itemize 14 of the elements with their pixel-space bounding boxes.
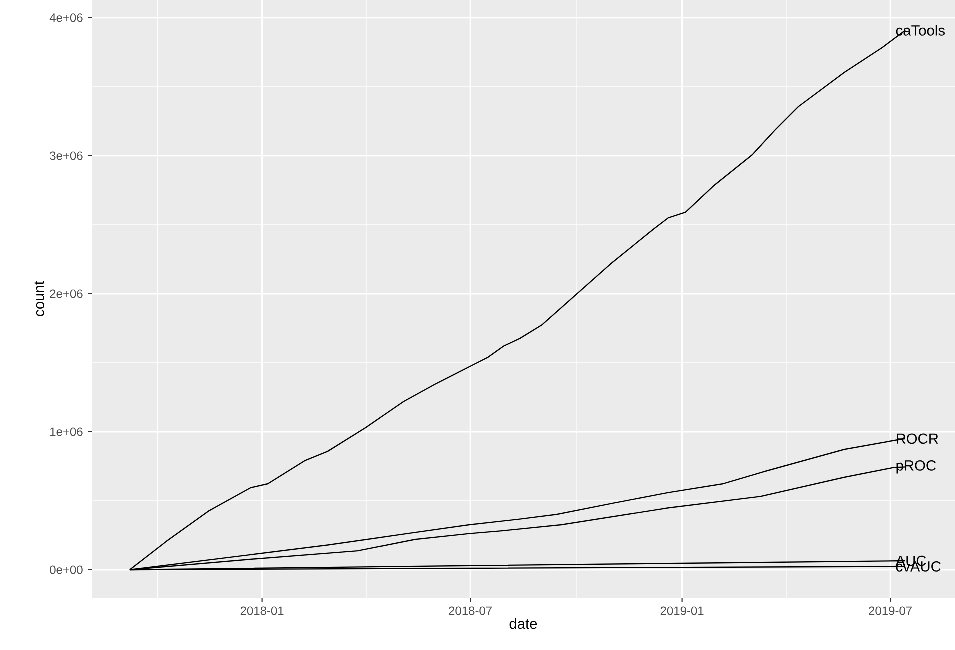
y-tick-label: 0e+00 [50,566,83,574]
series-label: caTools [896,25,945,36]
x-tick-label: 2018-07 [449,606,492,616]
x-axis-title: date [510,618,538,630]
x-tick-label: 2019-07 [869,606,912,616]
y-axis-title: count [34,281,44,316]
y-tick-label: 2e+06 [50,290,83,298]
x-tick-label: 2018-01 [240,606,284,616]
series-label: ROCR [897,434,938,444]
y-tick-label: 1e+06 [50,428,83,436]
y-tick-label: 4e+06 [50,14,83,22]
y-tick-label: 3e+06 [50,152,83,160]
x-tick-label: 2019-01 [660,606,704,616]
series-label: pROC [896,460,936,474]
